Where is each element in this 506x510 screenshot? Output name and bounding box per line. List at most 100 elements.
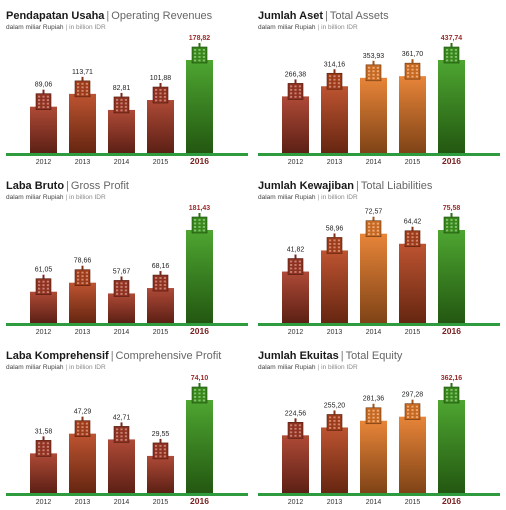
- chart-title: Jumlah Kewajiban | Total Liabilities: [258, 180, 432, 192]
- unit-separator: |: [317, 24, 320, 31]
- building-icon: [113, 92, 130, 114]
- building-icon: [191, 383, 208, 404]
- chart-title-en: Comprehensive Profit: [115, 350, 222, 362]
- bar-value-label: 224,56: [285, 410, 307, 417]
- unit-en: in billion IDR: [69, 24, 106, 31]
- bar: [360, 420, 387, 493]
- title-separator: |: [340, 350, 344, 362]
- bar: [399, 76, 426, 153]
- chart-unit: dalam miliar Rupiah | in billion IDR: [6, 194, 106, 201]
- building-icon: [404, 59, 421, 80]
- bar: [69, 282, 96, 323]
- unit-id: dalam miliar Rupiah: [6, 364, 64, 371]
- baseline: [258, 153, 500, 156]
- title-separator: |: [106, 10, 110, 22]
- chart-title-id: Pendapatan Usaha: [6, 10, 105, 22]
- chart-title-en: Total Assets: [329, 10, 389, 22]
- x-tick-label: 2012: [36, 499, 52, 506]
- unit-en: in billion IDR: [321, 364, 358, 371]
- bar-value-label: 31,58: [35, 428, 53, 435]
- bar-value-label: 362,16: [441, 375, 463, 382]
- x-tick-label: 2015: [153, 329, 169, 336]
- unit-en: in billion IDR: [321, 194, 358, 201]
- x-tick-label: 2016: [190, 496, 209, 506]
- unit-separator: |: [317, 364, 320, 371]
- bar-chart: 61,05 2012 78,66 2013 57,67 2014 68,16 2015 181,…: [6, 205, 248, 336]
- bar: [147, 455, 174, 493]
- bar-value-label: 68,16: [152, 263, 170, 270]
- chart-title-id: Jumlah Ekuitas: [258, 350, 339, 362]
- bar-value-label: 89,06: [35, 82, 53, 89]
- chart-title-en: Gross Profit: [70, 180, 129, 192]
- bar: [399, 243, 426, 323]
- x-tick-label: 2013: [327, 499, 343, 506]
- bar-value-label: 74,10: [191, 375, 209, 382]
- unit-separator: |: [317, 194, 320, 201]
- building-icon: [35, 274, 52, 296]
- chart-unit: dalam miliar Rupiah | in billion IDR: [258, 194, 358, 201]
- chart-panel-total-assets: Jumlah Aset | Total Assets dalam miliar Ru…: [258, 10, 500, 168]
- bar: [360, 233, 387, 323]
- title-separator: |: [66, 180, 69, 192]
- x-tick-label: 2015: [405, 159, 421, 166]
- bar: [438, 60, 465, 153]
- x-tick-label: 2016: [442, 156, 461, 166]
- chart-unit: dalam miliar Rupiah | in billion IDR: [258, 364, 358, 371]
- bar: [108, 439, 135, 493]
- chart-panel-total-equity: Jumlah Ekuitas | Total Equity dalam miliar…: [258, 350, 500, 508]
- baseline: [6, 493, 248, 496]
- x-tick-label: 2015: [405, 329, 421, 336]
- building-icon: [35, 89, 52, 110]
- bar: [30, 453, 57, 493]
- building-icon: [287, 418, 304, 439]
- chart-title-en: Total Liabilities: [360, 180, 433, 192]
- building-icon: [443, 383, 460, 404]
- chart-title: Jumlah Ekuitas | Total Equity: [258, 350, 402, 362]
- x-tick-label: 2015: [405, 499, 421, 506]
- bar: [69, 433, 96, 493]
- bar-value-label: 64,42: [404, 219, 422, 226]
- x-tick-label: 2013: [75, 159, 91, 166]
- bar-value-label: 353,93: [363, 53, 385, 60]
- unit-id: dalam miliar Rupiah: [6, 24, 64, 31]
- bar-value-label: 61,05: [35, 267, 53, 274]
- bar-value-label: 281,36: [363, 396, 385, 403]
- chart-panel-comprehensive-profit: Laba Komprehensif | Comprehensive Profit d…: [6, 350, 248, 508]
- chart-title: Laba Komprehensif | Comprehensive Profit: [6, 350, 221, 362]
- bar-value-label: 266,38: [285, 71, 307, 78]
- x-tick-label: 2012: [288, 159, 304, 166]
- x-tick-label: 2015: [153, 159, 169, 166]
- chart-title: Jumlah Aset | Total Assets: [258, 10, 389, 22]
- building-icon: [74, 416, 91, 437]
- x-tick-label: 2016: [442, 496, 461, 506]
- bar-value-label: 297,28: [402, 392, 424, 399]
- x-tick-label: 2013: [75, 499, 91, 506]
- chart-unit: dalam miliar Rupiah | in billion IDR: [6, 24, 106, 31]
- bar-value-label: 57,67: [113, 268, 131, 275]
- bar: [108, 109, 135, 153]
- bar: [186, 60, 213, 153]
- chart-title-id: Jumlah Aset: [258, 10, 324, 22]
- building-icon: [443, 213, 460, 234]
- chart-unit: dalam miliar Rupiah | in billion IDR: [6, 364, 106, 371]
- building-icon: [152, 83, 169, 104]
- building-icon: [404, 226, 421, 248]
- chart-title-id: Laba Komprehensif: [6, 350, 109, 362]
- unit-separator: |: [65, 364, 68, 371]
- bar: [186, 230, 213, 323]
- bar: [282, 96, 309, 153]
- x-tick-label: 2016: [190, 326, 209, 336]
- bar-value-label: 29,55: [152, 431, 170, 438]
- bar-value-label: 82,81: [113, 85, 131, 92]
- bar-value-label: 255,20: [324, 402, 346, 409]
- x-tick-label: 2015: [153, 499, 169, 506]
- x-tick-label: 2012: [288, 329, 304, 336]
- unit-en: in billion IDR: [69, 194, 106, 201]
- building-icon: [365, 60, 382, 82]
- x-tick-label: 2013: [327, 329, 343, 336]
- x-tick-label: 2012: [36, 329, 52, 336]
- bar-value-label: 41,82: [287, 247, 305, 254]
- building-icon: [35, 436, 52, 457]
- x-tick-label: 2012: [36, 159, 52, 166]
- building-icon: [326, 69, 343, 90]
